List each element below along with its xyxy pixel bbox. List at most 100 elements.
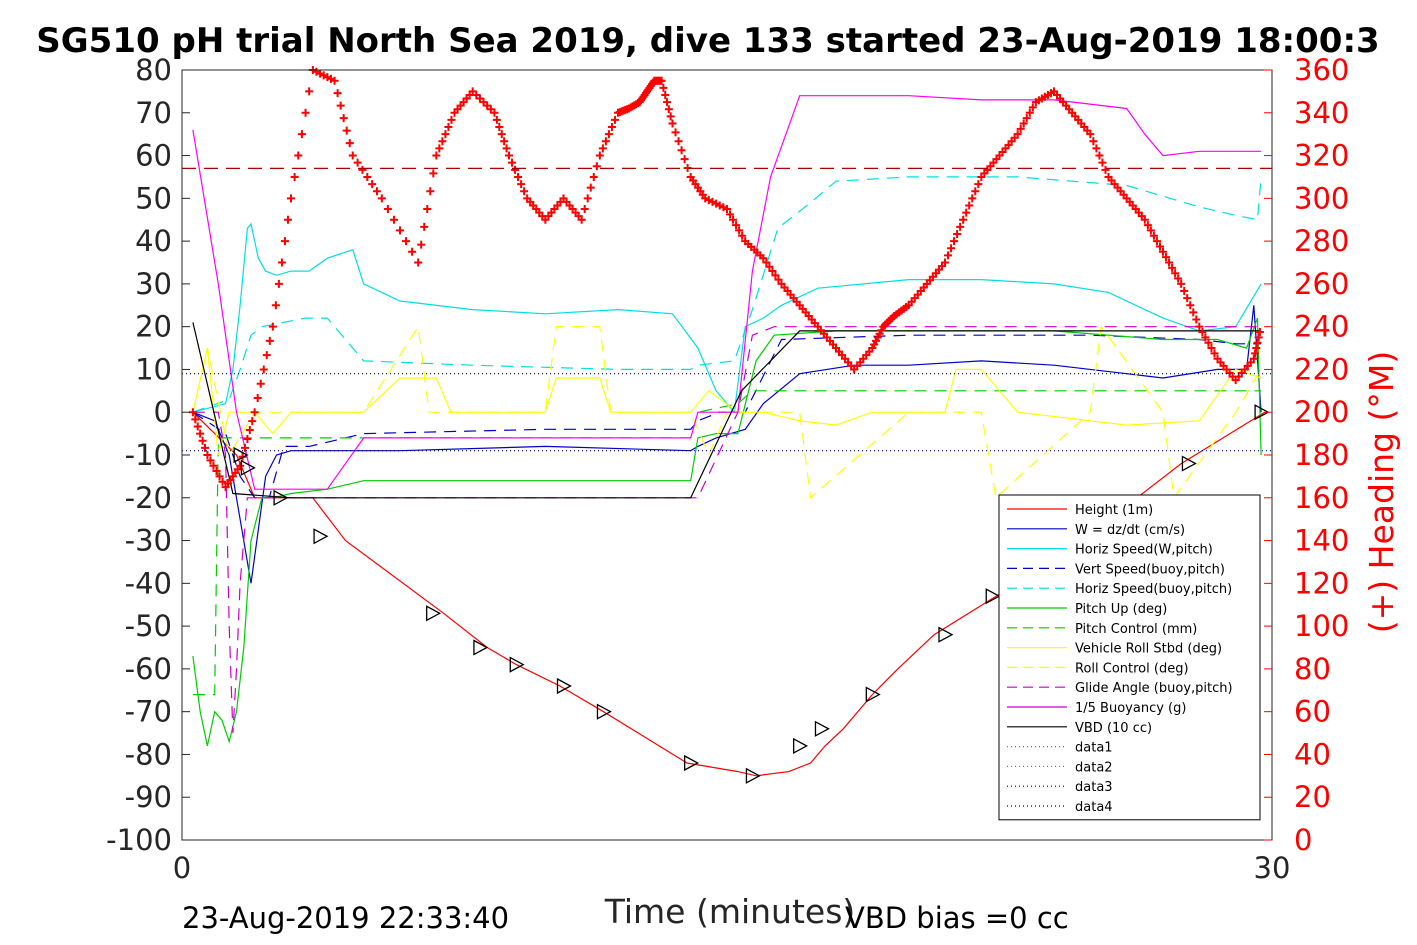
heading-point xyxy=(1177,279,1186,288)
legend-label: Vert Speed(buoy,pitch) xyxy=(1075,562,1225,577)
depth-marker xyxy=(473,639,489,656)
heading-point xyxy=(268,322,277,331)
left-tick-label: -60 xyxy=(125,652,172,686)
right-tick-label: 60 xyxy=(1294,695,1331,729)
right-tick-label: 280 xyxy=(1294,224,1349,258)
heading-point xyxy=(1022,114,1031,123)
heading-point xyxy=(1146,226,1155,235)
heading-point xyxy=(333,89,342,98)
depth-marker xyxy=(865,686,881,703)
heading-point xyxy=(389,215,398,224)
heading-point xyxy=(368,180,377,189)
heading-point xyxy=(280,237,289,246)
heading-point xyxy=(218,477,227,486)
heading-point xyxy=(1095,151,1104,160)
heading-point xyxy=(283,215,292,224)
legend-label: Pitch Control (mm) xyxy=(1075,622,1197,637)
depth-marker xyxy=(313,528,329,545)
heading-point xyxy=(729,215,738,224)
heading-point xyxy=(1168,263,1177,272)
heading-point xyxy=(492,115,501,124)
heading-point xyxy=(1016,124,1025,133)
heading-point xyxy=(1252,344,1261,353)
heading-point xyxy=(1013,130,1022,139)
heading-point xyxy=(956,222,965,231)
heading-point xyxy=(1251,349,1260,358)
heading-point xyxy=(723,205,731,214)
legend-label: data1 xyxy=(1075,741,1113,756)
heading-point xyxy=(944,251,953,260)
heading-point xyxy=(290,172,299,181)
heading-point xyxy=(248,417,257,426)
x-axis-label: Time (minutes) xyxy=(604,892,856,931)
left-tick-label: -20 xyxy=(125,481,172,515)
heading-point xyxy=(666,112,675,121)
heading-point xyxy=(1101,165,1110,174)
depth-marker xyxy=(233,446,249,464)
heading-point xyxy=(274,279,283,288)
heading-point xyxy=(1152,237,1161,246)
timestamp-label: 23-Aug-2019 22:33:40 xyxy=(182,901,509,935)
heading-point xyxy=(201,443,210,452)
heading-point xyxy=(517,180,526,189)
vbd-bias-label: VBD bias =0 cc xyxy=(845,901,1069,935)
heading-point xyxy=(659,83,668,92)
heading-point xyxy=(377,194,386,203)
heading-point xyxy=(663,98,672,107)
heading-point xyxy=(330,76,339,85)
left-tick-label: -100 xyxy=(106,823,172,857)
right-tick-label: 140 xyxy=(1294,524,1349,558)
heading-point xyxy=(732,221,741,230)
heading-point xyxy=(212,467,221,476)
heading-point xyxy=(265,336,274,345)
heading-point xyxy=(1140,215,1149,224)
heading-point xyxy=(198,436,207,445)
heading-point xyxy=(508,158,517,167)
depth-marker xyxy=(938,626,954,643)
legend-label: data4 xyxy=(1075,800,1113,815)
depth-marker xyxy=(596,703,612,720)
legend-label: Vehicle Roll Stbd (deg) xyxy=(1075,642,1222,657)
heading-point xyxy=(1159,247,1167,256)
heading-point xyxy=(1210,349,1219,358)
heading-point xyxy=(1189,308,1198,317)
heading-point xyxy=(1195,322,1204,331)
right-tick-label: 320 xyxy=(1294,139,1349,173)
chart-title: SG510 pH trial North Sea 2019, dive 133 … xyxy=(36,21,1379,61)
heading-point xyxy=(353,158,362,167)
x-tick-label: 0 xyxy=(173,851,191,885)
heading-point xyxy=(1255,328,1264,337)
right-tick-label: 220 xyxy=(1294,352,1349,386)
heading-point xyxy=(408,247,417,256)
legend-label: Horiz Speed(W,pitch) xyxy=(1075,543,1213,558)
heading-point xyxy=(674,137,683,146)
left-tick-label: 10 xyxy=(135,352,172,386)
heading-point xyxy=(414,258,423,267)
left-tick-label: 0 xyxy=(154,395,172,429)
depth-marker xyxy=(556,677,572,695)
heading-point xyxy=(215,472,224,481)
right-tick-label: 80 xyxy=(1294,652,1331,686)
left-tick-label: 20 xyxy=(135,310,172,344)
heading-point xyxy=(1028,103,1037,112)
heading-point xyxy=(402,237,411,246)
heading-point xyxy=(500,137,509,146)
heading-point xyxy=(657,76,666,85)
heading-point xyxy=(417,240,426,249)
heading-point xyxy=(363,172,372,181)
series-roll_control xyxy=(192,324,1262,500)
heading-point xyxy=(1207,344,1216,353)
heading-point xyxy=(342,126,351,135)
heading-point xyxy=(262,351,271,360)
heading-point xyxy=(438,137,447,146)
heading-point xyxy=(726,210,735,219)
right-tick-label: 360 xyxy=(1294,53,1349,87)
heading-point xyxy=(1086,130,1095,139)
left-tick-label: 70 xyxy=(135,96,172,130)
heading-point xyxy=(1149,231,1158,240)
heading-point xyxy=(520,187,529,196)
depth-marker xyxy=(1254,404,1270,421)
heading-point xyxy=(435,144,444,153)
left-tick-label: 40 xyxy=(135,224,172,258)
heading-point xyxy=(1249,354,1258,363)
